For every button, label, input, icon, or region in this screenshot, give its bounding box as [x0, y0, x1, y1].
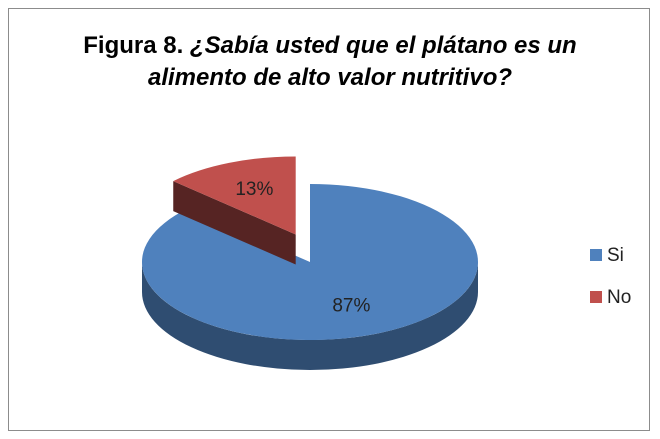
legend-label: No: [607, 287, 631, 308]
pie-slice: [173, 156, 296, 235]
data-label: 87%: [332, 295, 370, 316]
title-text: ¿Sabía usted que el plátano es un alimen…: [147, 32, 577, 91]
chart-title: Figura 8. ¿Sabía usted que el plátano es…: [80, 30, 580, 94]
legend-swatch: [590, 291, 602, 303]
chart-frame: [8, 8, 650, 431]
legend-swatch: [590, 249, 602, 261]
legend-label: Si: [607, 245, 624, 266]
pie-slice-face: [173, 181, 296, 265]
pie-slice: [141, 184, 479, 340]
pie-slice-side: [142, 262, 478, 370]
data-label: 13%: [235, 179, 273, 200]
figure-label: Figura 8.: [83, 32, 184, 59]
